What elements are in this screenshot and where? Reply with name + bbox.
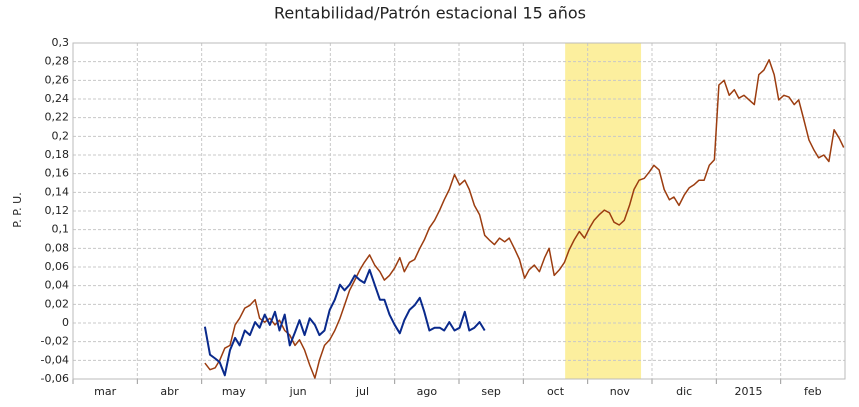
y-tick-label: 0,14 [45,185,70,198]
y-tick-label: 0,18 [45,148,70,161]
y-tick-label: 0,22 [45,111,70,124]
y-tick-label: 0,16 [45,167,70,180]
y-tick-label: 0 [62,316,69,329]
y-tick-label: -0,04 [41,353,69,366]
y-tick-label: 0,1 [52,223,70,236]
x-tick-label: nov [610,385,631,398]
plot-border [72,42,846,380]
x-tick-label: mar [94,385,116,398]
y-tick-label: 0,26 [45,73,70,86]
y-tick-label: -0,02 [41,335,69,348]
y-tick-label: 0,12 [45,204,70,217]
y-tick-label: 0,3 [52,36,70,49]
x-tick-label: ago [417,385,438,398]
y-tick-label: -0,06 [41,372,69,385]
x-tick-label: jun [289,385,307,398]
y-tick-label: 0,08 [45,241,70,254]
x-tick-label: abr [160,385,179,398]
series-line [204,59,845,379]
y-tick-label: 0,28 [45,55,70,68]
y-tick-label: 0,06 [45,260,70,273]
x-tick-label: oct [547,385,565,398]
chart-title: Rentabilidad/Patrón estacional 15 años [274,4,586,23]
x-tick-label: feb [804,385,822,398]
y-axis-label: P. P. U. [11,192,24,227]
x-tick-label: 2015 [735,385,763,398]
x-tick-label: dic [676,385,692,398]
y-tick-label: 0,2 [52,129,70,142]
series-line [203,268,486,377]
x-tick-label: sep [481,385,500,398]
y-tick-label: 0,24 [45,92,70,105]
y-tick-label: 0,02 [45,297,70,310]
y-tick-label: 0,04 [45,279,70,292]
x-tick-label: may [222,385,246,398]
x-tick-label: jul [355,385,369,398]
